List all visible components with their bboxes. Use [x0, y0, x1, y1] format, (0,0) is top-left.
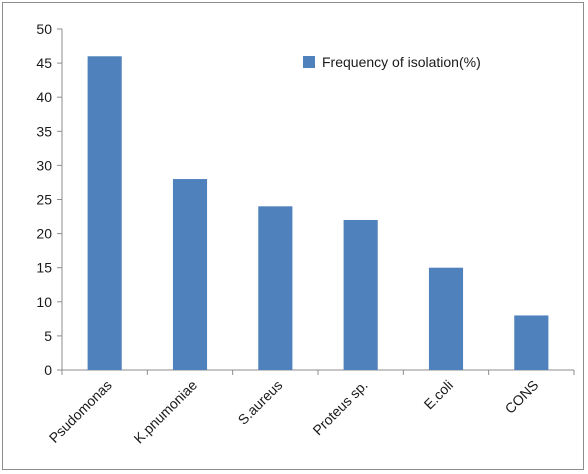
bar — [258, 206, 293, 370]
x-category-label: Proteus sp. — [309, 377, 370, 438]
legend-swatch — [303, 56, 315, 68]
x-axis: Psudomonas K.pnumoniae S.aureus Proteus sp.… — [46, 369, 575, 447]
bars — [87, 56, 549, 370]
bar — [428, 267, 464, 370]
y-tick-label: 40 — [36, 89, 52, 105]
bar — [172, 179, 208, 370]
y-tick-label: 0 — [44, 362, 52, 378]
x-category-label: Psudomonas — [46, 377, 115, 446]
y-tick-label: 10 — [36, 294, 52, 310]
legend-label: Frequency of isolation(%) — [322, 54, 481, 70]
y-tick-label: 30 — [36, 157, 52, 173]
y-tick-label: 5 — [44, 328, 52, 344]
legend: Frequency of isolation(%) — [303, 54, 481, 70]
x-category-label: CONS — [502, 377, 542, 417]
x-category-label: K.pnumoniae — [130, 377, 200, 447]
y-tick-label: 20 — [36, 226, 52, 242]
y-tick-label: 15 — [36, 260, 52, 276]
y-tick-label: 25 — [36, 192, 52, 208]
y-tick-label: 50 — [36, 21, 52, 37]
y-tick-label: 35 — [36, 123, 52, 139]
x-category-label: E.coli — [421, 377, 457, 413]
x-category-label: S.aureus — [235, 377, 286, 428]
y-axis: 0 5 10 15 20 25 30 35 40 45 50 — [36, 21, 63, 378]
y-tick-label: 45 — [36, 55, 52, 71]
bar — [87, 56, 122, 370]
bar — [343, 219, 378, 370]
bar — [514, 315, 549, 370]
